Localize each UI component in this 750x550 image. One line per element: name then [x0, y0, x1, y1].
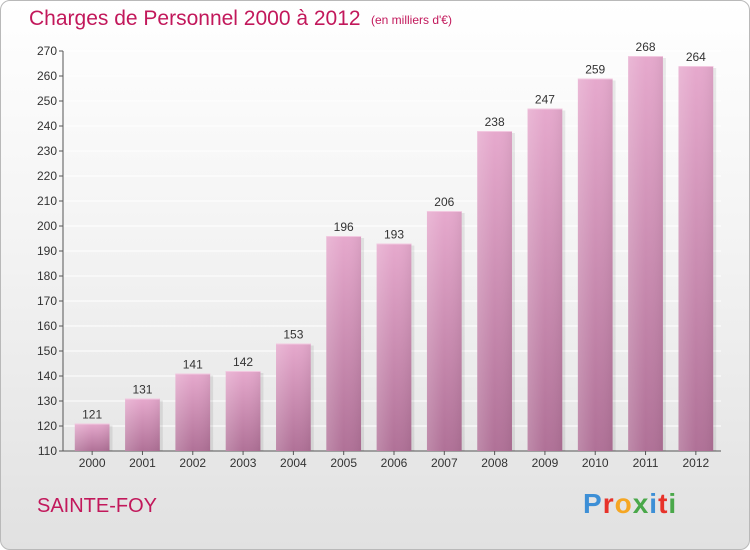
y-tick-label: 180 [37, 269, 57, 283]
bar-shine [577, 78, 613, 451]
x-tick-label: 2010 [582, 456, 609, 470]
y-tick-label: 140 [37, 369, 57, 383]
y-tick-label: 240 [37, 119, 57, 133]
bar-value-label: 141 [183, 358, 203, 372]
x-tick-label: 2000 [79, 456, 106, 470]
bar-shine [678, 66, 714, 451]
bar-shine [276, 343, 311, 451]
bar-value-label: 131 [132, 383, 152, 397]
x-tick-label: 2003 [230, 456, 257, 470]
y-tick-label: 260 [37, 69, 57, 83]
bar-value-label: 153 [283, 328, 303, 342]
chart-subtitle: (en milliers d'€) [371, 13, 452, 27]
bar-shine [326, 236, 362, 451]
y-tick-label: 130 [37, 394, 57, 408]
bar-shine [175, 373, 211, 451]
bar-value-label: 247 [535, 93, 555, 107]
y-tick-label: 110 [38, 444, 57, 458]
commune-name: SAINTE-FOY [37, 495, 158, 517]
bar-shine [225, 371, 261, 451]
x-tick-label: 2002 [179, 456, 206, 470]
y-tick-label: 190 [37, 244, 57, 258]
x-tick-label: 2011 [633, 456, 659, 470]
bar-value-label: 238 [485, 115, 505, 129]
bar-shine [74, 423, 110, 451]
x-tick-label: 2005 [330, 456, 357, 470]
y-tick-label: 120 [37, 419, 57, 433]
x-tick-label: 2008 [481, 456, 508, 470]
x-tick-label: 2009 [532, 456, 559, 470]
chart-title: Charges de Personnel 2000 à 2012 [29, 7, 361, 30]
bar-shine [376, 243, 412, 451]
y-tick-label: 250 [37, 94, 57, 108]
bar-shine [477, 131, 512, 451]
y-tick-label: 160 [37, 319, 57, 333]
x-tick-label: 2006 [381, 456, 408, 470]
bar-value-label: 142 [233, 355, 253, 369]
bar-shine [125, 398, 160, 451]
y-tick-label: 200 [37, 219, 57, 233]
bar-value-label: 121 [82, 408, 102, 422]
x-tick-label: 2007 [431, 456, 458, 470]
bar-shine [527, 108, 563, 451]
bar-value-label: 193 [384, 228, 404, 242]
y-tick-label: 170 [37, 294, 57, 308]
bar-value-label: 264 [686, 50, 706, 64]
y-tick-label: 150 [37, 344, 57, 358]
bar-value-label: 259 [585, 63, 605, 77]
y-tick-label: 230 [37, 144, 57, 158]
bar-value-label: 206 [434, 195, 454, 209]
proxiti-logo[interactable]: Proxiti [583, 488, 678, 519]
x-tick-label: 2012 [682, 456, 709, 470]
bar-shine [426, 211, 462, 451]
y-tick-label: 220 [37, 169, 57, 183]
bar-value-label: 268 [636, 40, 656, 54]
y-tick-label: 270 [37, 44, 57, 58]
x-tick-label: 2004 [280, 456, 307, 470]
bar-value-label: 196 [334, 220, 354, 234]
bar-shine [628, 56, 663, 451]
x-tick-label: 2001 [129, 456, 156, 470]
y-tick-label: 210 [37, 194, 57, 208]
